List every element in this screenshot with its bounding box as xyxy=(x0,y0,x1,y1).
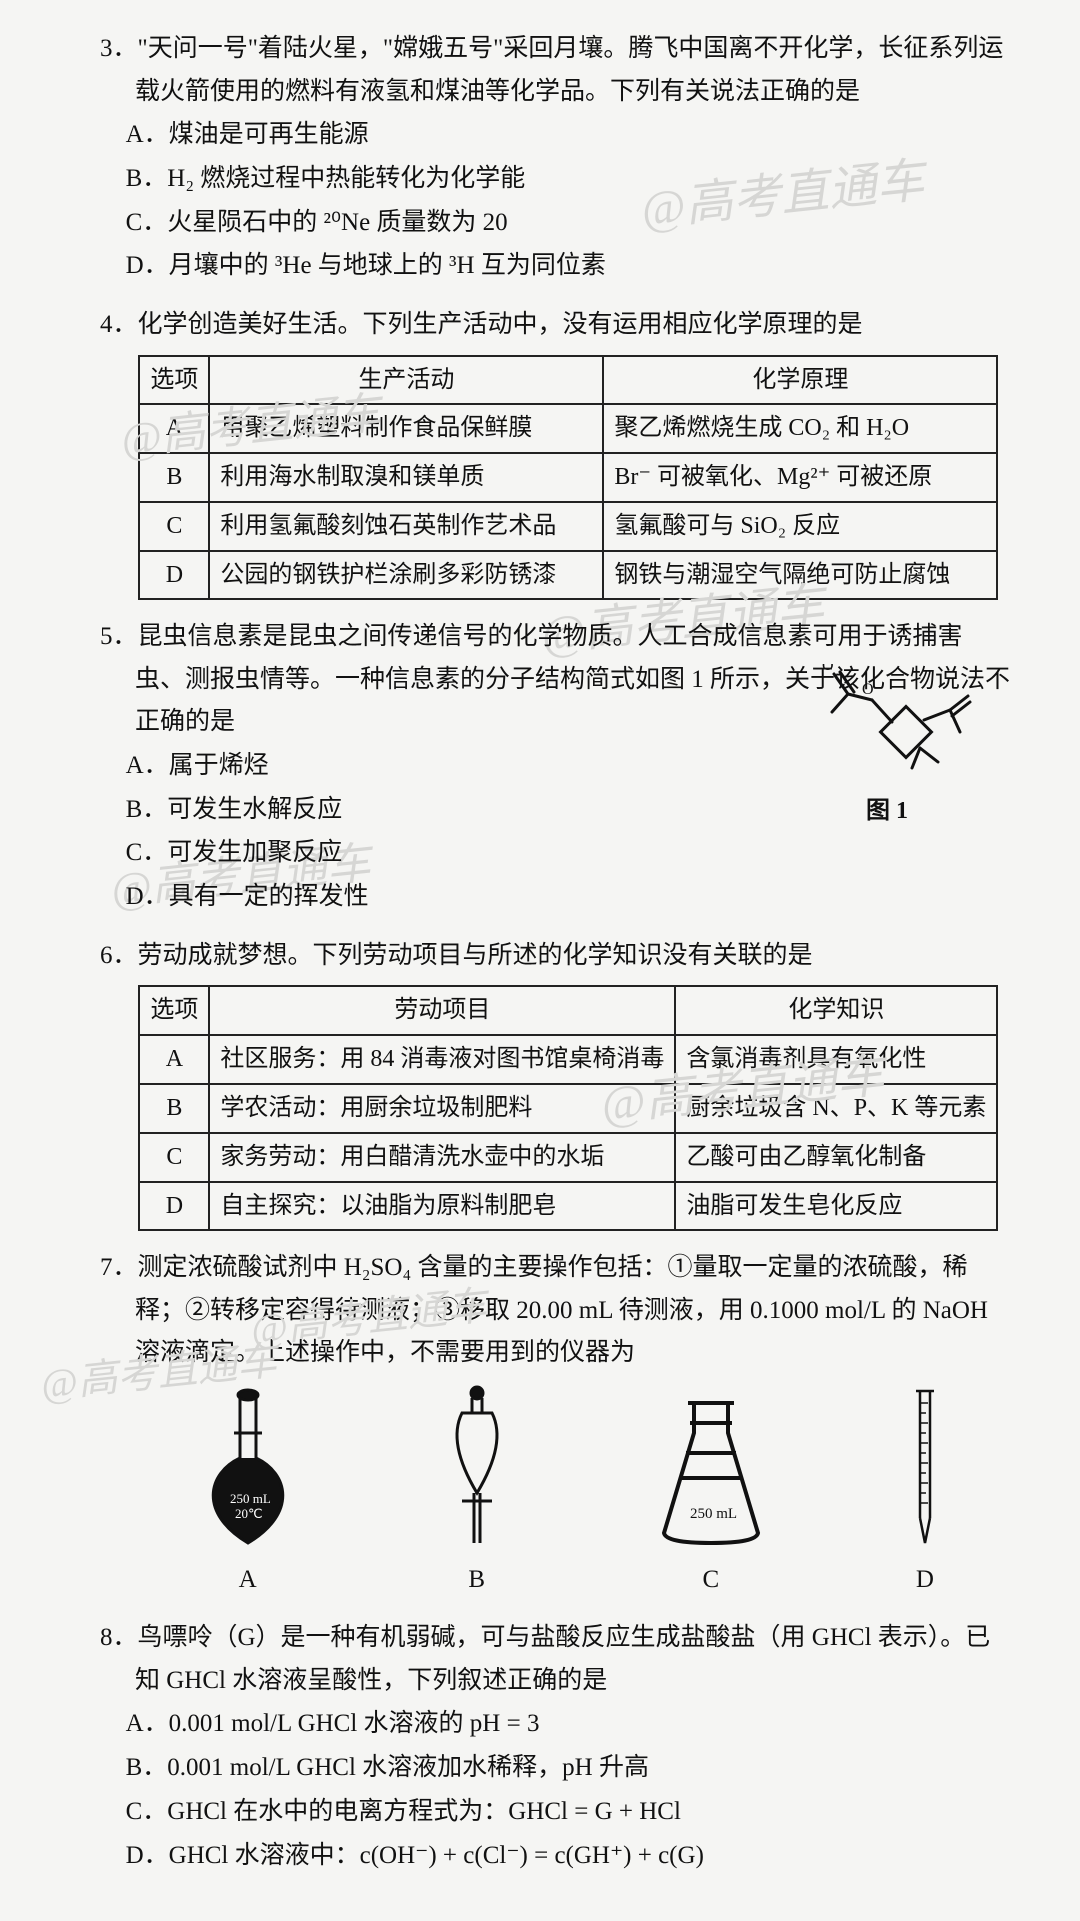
molecule-icon: O O xyxy=(792,664,982,779)
q8-opt-d: D．GHCl 水溶液中：c(OH⁻) + c(Cl⁻) = c(GH⁺) + c… xyxy=(126,1834,1012,1878)
table-row: A社区服务：用 84 消毒液对图书馆桌椅消毒含氯消毒剂具有氧化性 xyxy=(139,1035,997,1084)
q4-h1: 生产活动 xyxy=(209,356,603,405)
q3-opt-b: B．H₂ 燃烧过程中热能转化为化学能 xyxy=(126,157,1012,201)
svg-text:250 mL: 250 mL xyxy=(230,1491,271,1506)
burette-icon xyxy=(900,1383,950,1553)
q3-opt-a: A．煤油是可再生能源 xyxy=(126,113,1012,157)
fig-c-label: C xyxy=(646,1559,776,1602)
question-8: 8．鸟嘌呤（G）是一种有机弱碱，可与盐酸反应生成盐酸盐（用 GHCl 表示）。已… xyxy=(100,1617,1012,1877)
question-5: 5．昆虫信息素是昆虫之间传递信号的化学物质。人工合成信息素可用于诱捕害虫、测报虫… xyxy=(100,616,1012,919)
svg-text:20℃: 20℃ xyxy=(235,1506,263,1521)
molecule-figure: O O 图 1 xyxy=(792,664,982,831)
table-row: C家务劳动：用白醋清洗水壶中的水垢乙酸可由乙醇氧化制备 xyxy=(139,1133,997,1182)
question-4: 4．化学创造美好生活。下列生产活动中，没有运用相应化学原理的是 选项 生产活动 … xyxy=(100,304,1012,600)
q5-opt-d: D．具有一定的挥发性 xyxy=(126,875,1012,919)
svg-text:O: O xyxy=(822,664,834,674)
q8-opt-a: A．0.001 mol/L GHCl 水溶液的 pH = 3 xyxy=(126,1702,1012,1746)
q6-h1: 劳动项目 xyxy=(209,986,675,1035)
q3-stem: 3．"天问一号"着陆火星，"嫦娥五号"采回月壤。腾飞中国离不开化学，长征系列运载… xyxy=(100,28,1012,113)
question-7: 7．测定浓硫酸试剂中 H₂SO₄ 含量的主要操作包括：①量取一定量的浓硫酸，稀释… xyxy=(100,1247,1012,1601)
svg-text:250 mL: 250 mL xyxy=(690,1506,737,1522)
q6-table: 选项 劳动项目 化学知识 A社区服务：用 84 消毒液对图书馆桌椅消毒含氯消毒剂… xyxy=(138,985,998,1231)
fig-c: 250 mL C xyxy=(646,1383,776,1602)
table-row: A用聚乙烯塑料制作食品保鲜膜聚乙烯燃烧生成 CO₂ 和 H₂O xyxy=(139,404,997,453)
q3-opt-c: C．火星陨石中的 ²⁰Ne 质量数为 20 xyxy=(126,201,1012,245)
volumetric-flask-icon: 250 mL 20℃ xyxy=(188,1383,308,1553)
q4-h0: 选项 xyxy=(139,356,209,405)
q4-table: 选项 生产活动 化学原理 A用聚乙烯塑料制作食品保鲜膜聚乙烯燃烧生成 CO₂ 和… xyxy=(138,355,998,601)
q8-opt-c: C．GHCl 在水中的电离方程式为：GHCl = G + HCl xyxy=(126,1790,1012,1834)
table-row: D公园的钢铁护栏涂刷多彩防锈漆钢铁与潮湿空气隔绝可防止腐蚀 xyxy=(139,551,997,600)
question-3: 3．"天问一号"着陆火星，"嫦娥五号"采回月壤。腾飞中国离不开化学，长征系列运载… xyxy=(100,28,1012,288)
fig-a: 250 mL 20℃ A xyxy=(188,1383,308,1602)
q5-opt-c: C．可发生加聚反应 xyxy=(126,831,1012,875)
q4-stem: 4．化学创造美好生活。下列生产活动中，没有运用相应化学原理的是 xyxy=(100,304,1012,347)
table-row: D自主探究：以油脂为原料制肥皂油脂可发生皂化反应 xyxy=(139,1182,997,1231)
fig-b: B xyxy=(432,1383,522,1602)
question-6: 6．劳动成就梦想。下列劳动项目与所述的化学知识没有关联的是 选项 劳动项目 化学… xyxy=(100,935,1012,1231)
separating-funnel-icon xyxy=(432,1383,522,1553)
q8-opt-b: B．0.001 mol/L GHCl 水溶液加水稀释，pH 升高 xyxy=(126,1746,1012,1790)
fig-d-label: D xyxy=(900,1559,950,1602)
fig-b-label: B xyxy=(432,1559,522,1602)
table-row: B学农活动：用厨余垃圾制肥料厨余垃圾含 N、P、K 等元素 xyxy=(139,1084,997,1133)
q6-stem: 6．劳动成就梦想。下列劳动项目与所述的化学知识没有关联的是 xyxy=(100,935,1012,978)
q6-h0: 选项 xyxy=(139,986,209,1035)
q4-h2: 化学原理 xyxy=(603,356,997,405)
fig-a-label: A xyxy=(188,1559,308,1602)
table-row: C利用氢氟酸刻蚀石英制作艺术品氢氟酸可与 SiO₂ 反应 xyxy=(139,502,997,551)
fig1-label: 图 1 xyxy=(792,791,982,832)
svg-text:O: O xyxy=(862,681,874,698)
q6-h2: 化学知识 xyxy=(675,986,997,1035)
q7-figures: 250 mL 20℃ A B xyxy=(126,1383,1012,1602)
fig-d: D xyxy=(900,1383,950,1602)
q3-opt-d: D．月壤中的 ³He 与地球上的 ³H 互为同位素 xyxy=(126,244,1012,288)
q8-stem: 8．鸟嘌呤（G）是一种有机弱碱，可与盐酸反应生成盐酸盐（用 GHCl 表示）。已… xyxy=(100,1617,1012,1702)
erlenmeyer-flask-icon: 250 mL xyxy=(646,1383,776,1553)
table-row: B利用海水制取溴和镁单质Br⁻ 可被氧化、Mg²⁺ 可被还原 xyxy=(139,453,997,502)
q7-stem: 7．测定浓硫酸试剂中 H₂SO₄ 含量的主要操作包括：①量取一定量的浓硫酸，稀释… xyxy=(100,1247,1012,1375)
